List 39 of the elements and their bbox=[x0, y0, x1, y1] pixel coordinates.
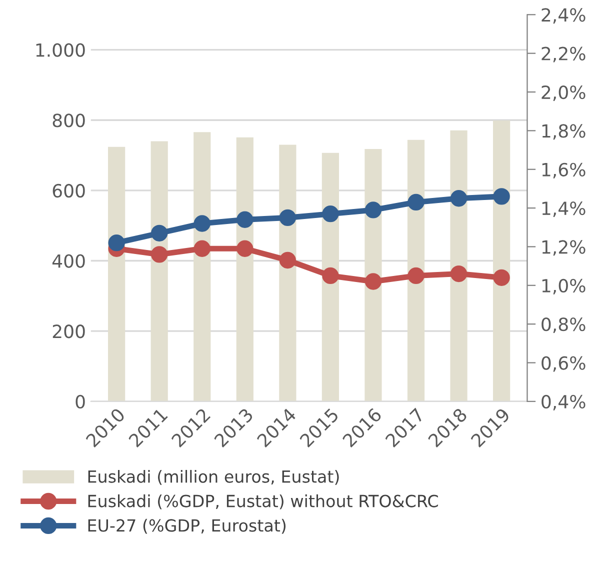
y2-tick-label: 1,4% bbox=[542, 201, 586, 217]
point bbox=[236, 211, 254, 228]
y2-tick-label: 1,0% bbox=[542, 278, 586, 294]
legend-label: Euskadi (million euros, Eustat) bbox=[88, 470, 339, 485]
point bbox=[108, 234, 125, 252]
legend-label: Euskadi (%GDP, Eustat) without RTO&CRC bbox=[88, 494, 438, 510]
y2-tick-label: 2,0% bbox=[542, 85, 586, 101]
point bbox=[364, 273, 382, 290]
y2-tick-label: 2,2% bbox=[542, 46, 586, 62]
y2-tick-label: 0,8% bbox=[542, 318, 586, 334]
point bbox=[364, 202, 382, 218]
point bbox=[493, 188, 510, 205]
point bbox=[279, 209, 296, 226]
point bbox=[236, 240, 254, 257]
y2-tick-label: 1,6% bbox=[542, 162, 586, 178]
y-tick-label: 600 bbox=[52, 184, 85, 198]
y2-tick-label: 1,8% bbox=[542, 124, 586, 140]
y2-tick-label: 2,4% bbox=[542, 8, 586, 24]
point bbox=[493, 269, 510, 286]
point bbox=[450, 190, 468, 207]
point bbox=[322, 267, 339, 284]
y-tick-label: 200 bbox=[52, 324, 85, 338]
legend-label: EU-27 (%GDP, Eurostat) bbox=[88, 518, 286, 534]
y2-tick-label: 1,2% bbox=[542, 240, 586, 256]
point bbox=[194, 240, 210, 257]
point bbox=[450, 265, 468, 282]
y-tick-label: 400 bbox=[52, 254, 85, 268]
y2-tick-label: 0,4% bbox=[542, 394, 586, 410]
y-tick-label: 0 bbox=[76, 394, 85, 409]
point bbox=[151, 224, 168, 242]
point bbox=[151, 246, 168, 263]
y-tick-label: 1.000 bbox=[36, 43, 85, 57]
y-tick-label: 800 bbox=[52, 114, 85, 128]
point bbox=[408, 267, 424, 284]
point bbox=[194, 215, 210, 232]
y2-tick-label: 0,6% bbox=[542, 356, 586, 372]
point bbox=[279, 252, 296, 269]
point bbox=[322, 206, 339, 222]
point bbox=[408, 194, 424, 211]
